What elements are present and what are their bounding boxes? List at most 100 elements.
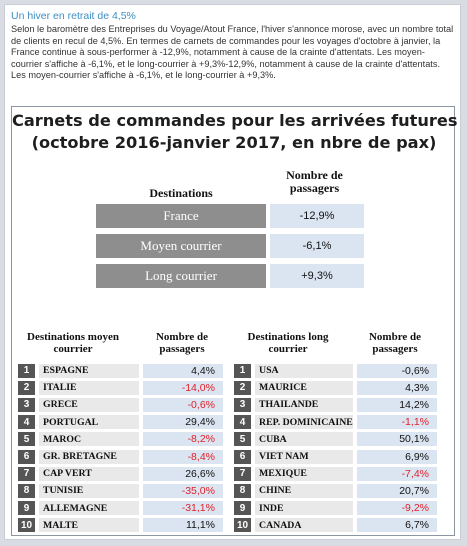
list-item: 2 MAURICE 4,3% — [234, 380, 437, 395]
summary-label: Long courrier — [96, 264, 266, 288]
country-name: MAURICE — [255, 380, 353, 395]
passenger-change-value: -31,1% — [143, 501, 223, 516]
list-item: 10 CANADA 6,7% — [234, 518, 437, 533]
list-item: 5 MAROC -8,2% — [18, 432, 223, 447]
list-item: 3 GRECE -0,6% — [18, 397, 223, 412]
country-name: REP. DOMINICAINE — [255, 415, 353, 430]
rank-badge: 9 — [18, 501, 35, 516]
passenger-change-value: 20,7% — [357, 483, 437, 498]
country-name: USA — [255, 363, 353, 378]
country-name: CUBA — [255, 432, 353, 447]
summary-label: Moyen courrier — [96, 234, 266, 258]
passenger-change-value: 4,3% — [357, 380, 437, 395]
country-name: MAROC — [39, 432, 139, 447]
country-name: INDE — [255, 501, 353, 516]
passenger-change-value: -35,0% — [143, 483, 223, 498]
summary-row-france: France -12,9% — [96, 204, 364, 228]
passenger-change-value: -0,6% — [357, 363, 437, 378]
list-item: 8 TUNISIE -35,0% — [18, 483, 223, 498]
rank-badge: 2 — [234, 380, 251, 395]
country-name: VIET NAM — [255, 449, 353, 464]
list-item: 8 CHINE 20,7% — [234, 483, 437, 498]
list-item: 6 GR. BRETAGNE -8,4% — [18, 449, 223, 464]
country-name: CHINE — [255, 483, 353, 498]
summary-label: France — [96, 204, 266, 228]
passenger-change-value: -1,1% — [357, 415, 437, 430]
list-item: 5 CUBA 50,1% — [234, 432, 437, 447]
list-item: 7 CAP VERT 26,6% — [18, 466, 223, 481]
country-name: GRECE — [39, 397, 139, 412]
passenger-change-value: 50,1% — [357, 432, 437, 447]
rank-badge: 8 — [234, 483, 251, 498]
list-item: 4 REP. DOMINICAINE -1,1% — [234, 415, 437, 430]
infographic: Carnets de commandes pour les arrivées f… — [11, 106, 458, 536]
list-item: 7 MEXIQUE -7,4% — [234, 466, 437, 481]
passenger-change-value: 4,4% — [143, 363, 223, 378]
passenger-change-value: -14,0% — [143, 380, 223, 395]
summary-value: -6,1% — [270, 234, 364, 258]
rank-badge: 5 — [18, 432, 35, 447]
passenger-change-value: -0,6% — [143, 397, 223, 412]
rank-badge: 8 — [18, 483, 35, 498]
country-name: TUNISIE — [39, 483, 139, 498]
passenger-change-value: -8,2% — [143, 432, 223, 447]
medium-header-passengers: Nombre de passagers — [155, 331, 209, 355]
country-name: ALLEMAGNE — [39, 501, 139, 516]
rank-badge: 4 — [234, 415, 251, 430]
summary-value: -12,9% — [270, 204, 364, 228]
passenger-change-value: 14,2% — [357, 397, 437, 412]
rank-badge: 5 — [234, 432, 251, 447]
list-item: 4 PORTUGAL 29,4% — [18, 415, 223, 430]
country-name: ESPAGNE — [39, 363, 139, 378]
list-item: 1 USA -0,6% — [234, 363, 437, 378]
passenger-change-value: 11,1% — [143, 518, 223, 533]
country-name: CAP VERT — [39, 466, 139, 481]
passenger-change-value: -8,4% — [143, 449, 223, 464]
rank-badge: 10 — [234, 518, 251, 533]
list-item: 6 VIET NAM 6,9% — [234, 449, 437, 464]
country-name: THAILANDE — [255, 397, 353, 412]
rank-badge: 1 — [234, 363, 251, 378]
country-name: ITALIE — [39, 380, 139, 395]
rank-badge: 6 — [18, 449, 35, 464]
rank-badge: 3 — [18, 397, 35, 412]
medium-header-destinations: Destinations moyen courrier — [27, 331, 119, 355]
list-item: 9 ALLEMAGNE -31,1% — [18, 501, 223, 516]
passenger-change-value: 26,6% — [143, 466, 223, 481]
article-frame: Un hiver en retrait de 4,5% Selon le bar… — [4, 4, 461, 540]
rank-badge: 10 — [18, 518, 35, 533]
summary-value: +9,3% — [270, 264, 364, 288]
country-name: MEXIQUE — [255, 466, 353, 481]
country-name: MALTE — [39, 518, 139, 533]
passenger-change-value: 29,4% — [143, 415, 223, 430]
infographic-title-line2: (octobre 2016-janvier 2017, en nbre de p… — [31, 133, 437, 152]
article-intro: Selon le baromètre des Entreprises du Vo… — [11, 24, 454, 81]
list-item: 9 INDE -9,2% — [234, 501, 437, 516]
passenger-change-value: -9,2% — [357, 501, 437, 516]
rank-badge: 9 — [234, 501, 251, 516]
passenger-change-value: -7,4% — [357, 466, 437, 481]
summary-header-destinations: Destinations — [149, 186, 213, 200]
long-header-destinations: Destinations long courrier — [247, 331, 329, 355]
list-item: 10 MALTE 11,1% — [18, 518, 223, 533]
country-name: GR. BRETAGNE — [39, 449, 139, 464]
rank-badge: 7 — [18, 466, 35, 481]
long-header-passengers: Nombre de passagers — [368, 331, 422, 355]
passenger-change-value: 6,7% — [357, 518, 437, 533]
rank-badge: 3 — [234, 397, 251, 412]
rank-badge: 1 — [18, 363, 35, 378]
list-item: 3 THAILANDE 14,2% — [234, 397, 437, 412]
list-item: 1 ESPAGNE 4,4% — [18, 363, 223, 378]
infographic-title-line1: Carnets de commandes pour les arrivées f… — [12, 111, 458, 130]
rank-badge: 6 — [234, 449, 251, 464]
country-name: CANADA — [255, 518, 353, 533]
rank-badge: 2 — [18, 380, 35, 395]
country-name: PORTUGAL — [39, 415, 139, 430]
list-item: 2 ITALIE -14,0% — [18, 380, 223, 395]
summary-row-long-courrier: Long courrier +9,3% — [96, 264, 364, 288]
summary-header-passengers: Nombre de passagers — [286, 168, 343, 195]
rank-badge: 4 — [18, 415, 35, 430]
passenger-change-value: 6,9% — [357, 449, 437, 464]
rank-badge: 7 — [234, 466, 251, 481]
article-kicker[interactable]: Un hiver en retrait de 4,5% — [11, 10, 136, 22]
